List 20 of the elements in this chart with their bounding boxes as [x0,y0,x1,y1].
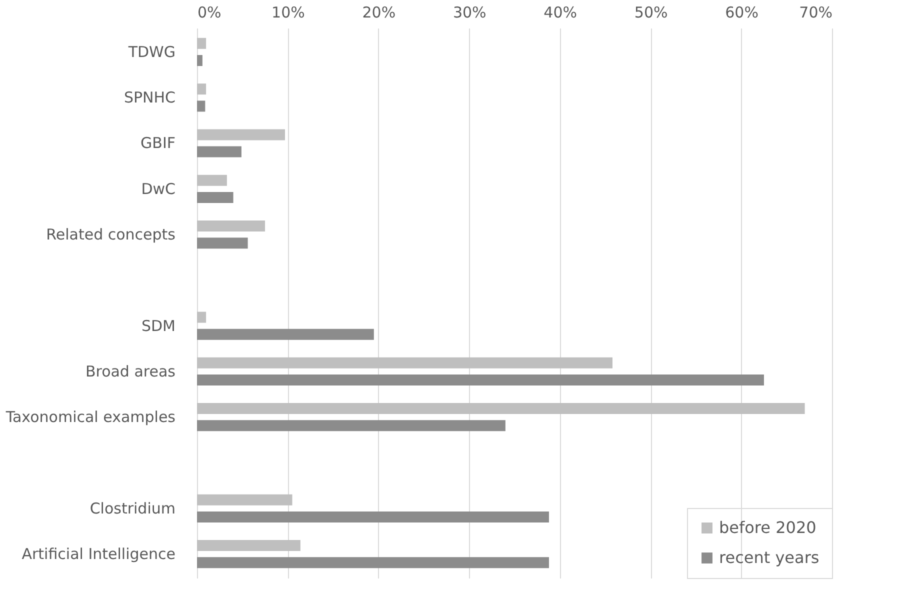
y-tick-label: SDM [141,316,176,335]
y-tick-label: Taxonomical examples [4,408,176,426]
x-tick-label: 70% [799,4,832,22]
y-tick-label: Artificial Intelligence [22,545,176,564]
y-tick-label: Related concepts [46,226,176,244]
legend-label: recent years [719,548,820,567]
y-tick-label: TDWG [127,42,176,61]
x-tick-label: 40% [544,4,578,22]
x-tick-label: 60% [725,4,758,22]
y-tick-label: Broad areas [85,362,176,380]
x-tick-label: 0% [198,4,222,22]
y-tick-label: GBIF [140,134,176,152]
x-tick-label: 20% [362,4,396,22]
legend-label: before 2020 [719,518,816,537]
x-tick-label: 30% [452,4,486,22]
x-tick-label: 10% [272,4,305,22]
y-tick-label: DwC [141,180,176,198]
x-tick-label: 50% [634,4,668,22]
y-tick-label: Clostridium [90,499,176,518]
y-tick-label: SPNHC [124,88,176,107]
